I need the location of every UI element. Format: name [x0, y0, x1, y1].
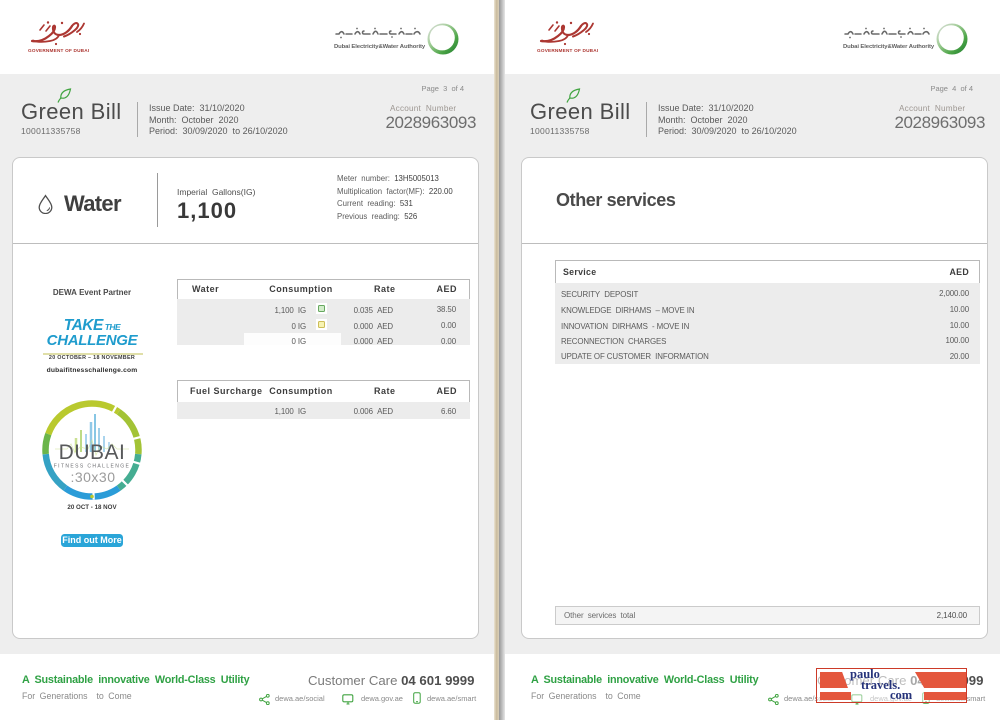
- svg-text::30x30: :30x30: [70, 469, 115, 485]
- svg-text:FITNESS CHALLENGE: FITNESS CHALLENGE: [54, 464, 131, 470]
- svg-text:DUBAI: DUBAI: [59, 441, 126, 464]
